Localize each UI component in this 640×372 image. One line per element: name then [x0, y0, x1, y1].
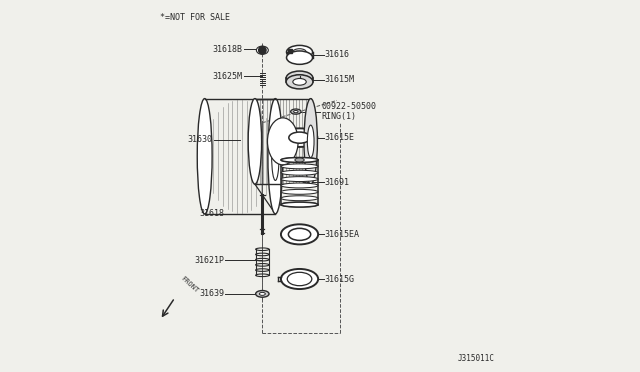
Text: 31615E: 31615E [325, 133, 355, 142]
Ellipse shape [197, 99, 212, 214]
Ellipse shape [289, 228, 310, 240]
Ellipse shape [307, 125, 314, 158]
Text: 00922-50500
RING(1): 00922-50500 RING(1) [321, 102, 376, 121]
Ellipse shape [289, 132, 310, 143]
Text: 31616: 31616 [325, 50, 350, 59]
Ellipse shape [291, 109, 301, 114]
Ellipse shape [287, 272, 312, 286]
Text: 31630: 31630 [188, 135, 213, 144]
Ellipse shape [281, 196, 318, 201]
Text: 31615M: 31615M [325, 76, 355, 84]
Text: 31615EA: 31615EA [325, 230, 360, 239]
Text: 31618B: 31618B [212, 45, 243, 54]
Ellipse shape [259, 292, 266, 295]
Ellipse shape [281, 202, 318, 207]
Text: 31615G: 31615G [325, 275, 355, 283]
Ellipse shape [281, 164, 318, 169]
Text: J315011C: J315011C [458, 354, 495, 363]
Ellipse shape [286, 71, 313, 85]
Ellipse shape [268, 118, 298, 165]
Ellipse shape [304, 99, 317, 184]
Ellipse shape [281, 202, 318, 207]
Ellipse shape [257, 46, 268, 54]
Ellipse shape [281, 183, 318, 188]
Text: 31618: 31618 [199, 209, 224, 218]
Ellipse shape [281, 170, 318, 175]
Text: 31625M: 31625M [212, 72, 243, 81]
Text: *=NOT FOR SALE: *=NOT FOR SALE [160, 13, 230, 22]
Ellipse shape [281, 224, 318, 244]
Ellipse shape [248, 99, 262, 184]
Ellipse shape [294, 110, 298, 113]
Ellipse shape [281, 189, 318, 194]
Text: 31621P: 31621P [194, 256, 224, 265]
Ellipse shape [255, 291, 269, 297]
Ellipse shape [281, 157, 318, 163]
Circle shape [259, 46, 266, 54]
Text: 31639: 31639 [199, 289, 224, 298]
Ellipse shape [282, 128, 317, 147]
Text: 31691: 31691 [325, 178, 350, 187]
Ellipse shape [287, 45, 312, 59]
Text: FRONT: FRONT [180, 276, 200, 294]
Ellipse shape [281, 177, 318, 182]
Ellipse shape [293, 78, 306, 85]
Ellipse shape [281, 157, 318, 163]
Ellipse shape [271, 132, 279, 180]
Ellipse shape [287, 51, 312, 64]
Ellipse shape [286, 75, 313, 89]
Bar [289, 49, 292, 53]
Ellipse shape [293, 75, 306, 81]
Ellipse shape [281, 269, 318, 289]
Ellipse shape [268, 99, 283, 214]
Ellipse shape [293, 49, 306, 55]
Ellipse shape [295, 158, 304, 162]
